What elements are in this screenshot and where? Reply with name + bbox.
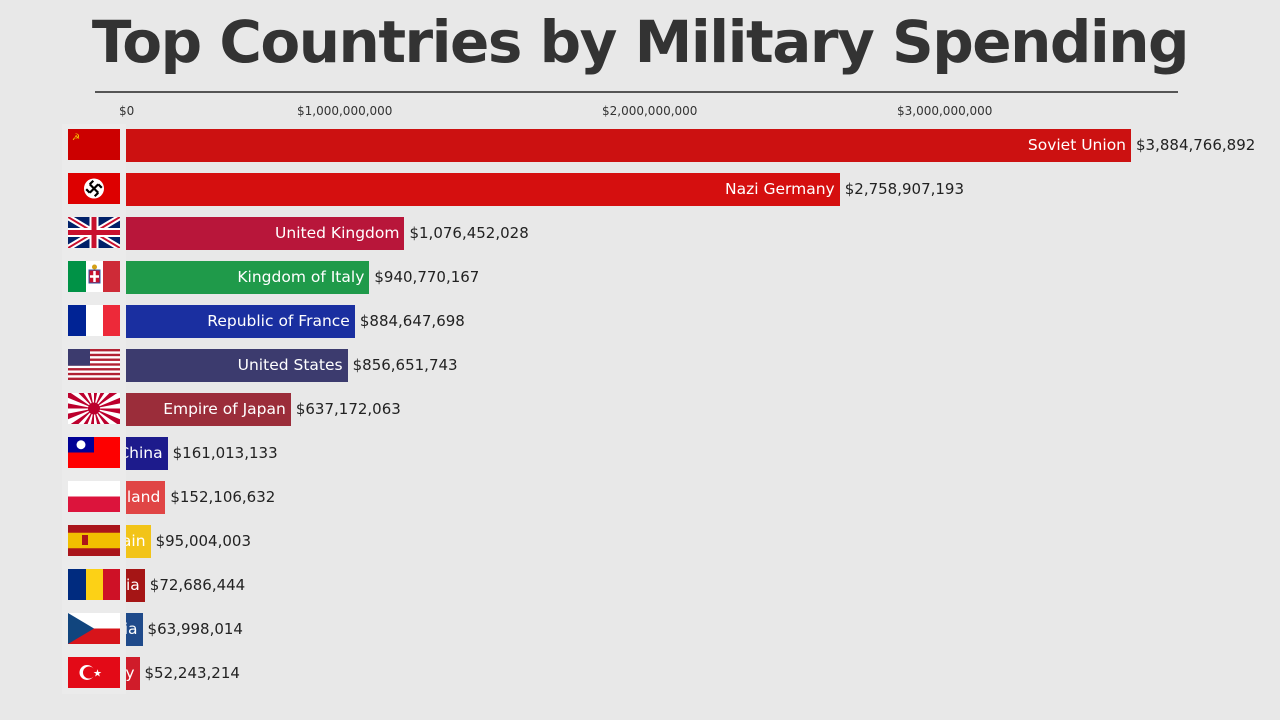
flag-icon-italy-kingdom	[68, 261, 120, 292]
tick-label: $0	[119, 104, 135, 118]
bar-label: Spain	[126, 532, 146, 550]
flag-icon-czechoslovakia	[68, 613, 120, 644]
bar-label: Empire of Japan	[163, 400, 286, 418]
bar-label: Kingdom of Italy	[237, 268, 365, 286]
value-label: $52,243,214	[144, 664, 240, 682]
bar: Empire of Japan	[126, 393, 291, 426]
svg-text:☭: ☭	[72, 133, 80, 143]
flag-icon-france	[68, 305, 120, 336]
value-label: $152,106,632	[170, 488, 276, 506]
flag-icon-poland	[68, 481, 120, 512]
svg-text:★: ★	[93, 669, 102, 680]
flag-icon-ussr: ☭	[68, 129, 120, 160]
bar-label: Turkey	[126, 664, 135, 682]
bar-label: Republic of France	[207, 312, 350, 330]
flag-icon-germany-1935	[68, 173, 120, 204]
value-label: $637,172,063	[295, 400, 401, 418]
value-label: $884,647,698	[359, 312, 465, 330]
bar-label: Nazi Germany	[725, 180, 835, 198]
bar-label: Soviet Union	[1027, 136, 1126, 154]
tick-label: $1,000,000,000	[297, 104, 393, 118]
value-label: $940,770,167	[374, 268, 480, 286]
bar: Spain	[126, 525, 151, 558]
flag-icon-roc	[68, 437, 120, 468]
value-label: $3,884,766,892	[1136, 136, 1256, 154]
tick-label: $3,000,000,000	[897, 104, 993, 118]
bar-label: Romania	[126, 576, 140, 594]
bar: Turkey	[126, 657, 140, 690]
bar: Republic of France	[126, 305, 355, 338]
value-label: $95,004,003	[155, 532, 251, 550]
bar-label: United Kingdom	[275, 224, 400, 242]
bar: Czechoslovakia	[126, 613, 143, 646]
flag-icon-turkey: ★	[68, 657, 120, 688]
bar: United Kingdom	[126, 217, 405, 250]
bar: Kingdom of Italy	[126, 261, 370, 294]
flag-icon-spain	[68, 525, 120, 556]
tick-label: $2,000,000,000	[602, 104, 698, 118]
flag-icon-uk	[68, 217, 120, 248]
title-divider	[95, 91, 1178, 93]
flag-icon-usa	[68, 349, 120, 380]
flag-icon-japan-rising-sun	[68, 393, 120, 424]
bar: Romania	[126, 569, 145, 602]
chart-title: Top Countries by Military Spending	[91, 8, 1190, 76]
bar: Poland	[126, 481, 166, 514]
value-label: $161,013,133	[172, 444, 278, 462]
bar: Soviet Union	[126, 129, 1131, 162]
value-label: $72,686,444	[149, 576, 246, 594]
bar: United States	[126, 349, 348, 382]
bar-label: United States	[237, 356, 343, 374]
bar-label: Czechoslovakia	[126, 620, 138, 638]
bar-label: Poland	[126, 488, 161, 506]
value-label: $2,758,907,193	[844, 180, 965, 198]
value-label: $856,651,743	[352, 356, 458, 374]
bar: Nazi Germany	[126, 173, 840, 206]
value-label: $1,076,452,028	[409, 224, 529, 242]
bar-label: China	[126, 444, 163, 462]
value-label: $63,998,014	[147, 620, 243, 638]
bar: China	[126, 437, 168, 470]
flag-icon-romania	[68, 569, 120, 600]
